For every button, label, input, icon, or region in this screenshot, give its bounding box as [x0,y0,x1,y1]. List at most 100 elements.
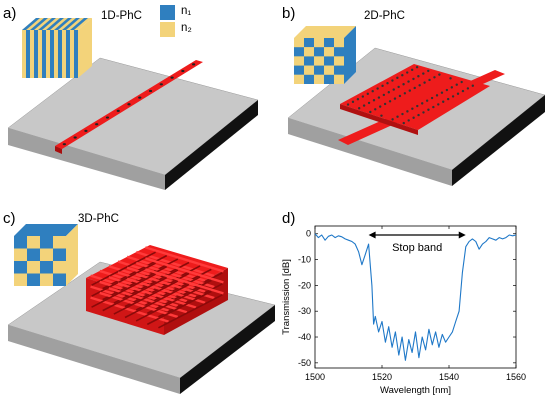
cube-cell [53,248,66,261]
phc-hole [461,89,465,93]
waveguide-hole [62,143,66,146]
cube-layer-top [38,18,56,30]
phc-hole [391,118,394,121]
cube-layer [62,30,66,78]
panel-a-title: 1D-PhC [101,10,142,22]
cube-layer [54,30,58,78]
phc-hole [377,96,381,99]
cube-cell [334,56,344,66]
cube-layer [38,30,42,78]
phc-hole [397,85,400,89]
cube-cell [40,248,53,261]
slab-a-side [165,100,258,190]
cube-cell [27,261,40,274]
y-tick-label: -40 [298,332,311,342]
woodpile-rod [135,287,201,322]
y-tick-label: -50 [298,358,311,368]
phc-hole [432,105,435,109]
woodpile-rod [91,273,156,308]
cube-cell [324,47,334,57]
phc-hole [356,97,360,101]
cube-cell [294,56,304,66]
x-tick-label: 1540 [439,372,459,382]
phc-hole [366,92,369,96]
waveguide-hole [138,96,142,99]
phc-hole [445,88,449,92]
phc-hole [417,113,420,117]
phc-hole [446,97,450,101]
panel-b-letter: b) [282,5,296,22]
panel-c-letter: c) [3,210,16,227]
slab-c-side [180,305,275,394]
cube-cell [324,38,334,48]
cube-cell [304,38,314,48]
phc-hole [371,89,374,93]
woodpile-rod [91,251,156,286]
waveguide-hole [84,129,88,132]
panel-b [287,26,546,186]
phc-hole [466,87,470,90]
cube-cell [40,261,53,274]
panel-c-title: 3D-PhC [78,213,119,225]
phc-hole [422,72,425,75]
cube-cell [324,74,334,84]
y-tick-label: -30 [298,306,311,316]
cube-cell [53,273,66,286]
cube-cell [14,261,27,274]
cube-cell [53,236,66,249]
multilayer-cube-3d [14,224,78,286]
woodpile-rod [124,283,190,319]
slab-c-front [8,325,180,394]
phc-hole [398,94,402,98]
phc-hole [362,104,366,107]
phc-hole [407,119,410,122]
phc-hole [425,99,429,102]
panel-b-title: 2D-PhC [364,10,405,22]
x-tick-label: 1500 [305,372,325,382]
cube-layer [22,30,26,78]
cube-cell [294,65,304,75]
phc-hole [423,81,426,84]
cube-cell [314,74,324,84]
phc-hole [369,110,372,114]
multilayer-cube-1d [22,18,92,78]
cube-layer-top [30,18,48,30]
slab-a-front [8,128,165,190]
phc-hole [450,86,454,89]
plot-area [314,225,517,369]
waveguide-hole [105,116,110,119]
woodpile-rod [158,294,223,329]
cube-cell [14,248,27,261]
cube-cell [304,65,314,75]
multilayer-cube-2d [294,26,356,84]
phc-hole [402,121,405,125]
phc-hole [401,73,404,77]
cube-cell [314,38,324,48]
phc-hole [392,88,395,91]
phc-hole [437,103,440,106]
stopband-arrow-right [458,231,466,239]
cube-cell [324,56,334,66]
transmission-chart: 1500 1520 1540 1560 0 -10 -20 -30 -40 -50 Waveleng… [281,225,526,396]
phc-hole [403,92,407,95]
cube-cell [304,47,314,57]
cube-cell [304,74,314,84]
phc-hole [427,108,430,111]
cube-cell [40,236,53,249]
cube-layer-top [22,18,40,30]
phc-hole [391,79,394,82]
cube1d-stripes [22,18,88,78]
phc-hole [413,86,416,90]
panel-d-letter: d) [282,210,296,227]
phc-hole [449,77,452,80]
waveguide-hole [95,123,99,126]
cube3d-checker [14,236,66,286]
phc-hole [440,91,444,94]
phc-hole [396,76,399,80]
cube2d-checker [294,38,344,84]
phc-hole [417,75,420,78]
phc-hole [456,92,460,95]
phc-hole [396,115,399,118]
waveguide-hole [159,83,163,86]
phc-hole [415,65,419,69]
